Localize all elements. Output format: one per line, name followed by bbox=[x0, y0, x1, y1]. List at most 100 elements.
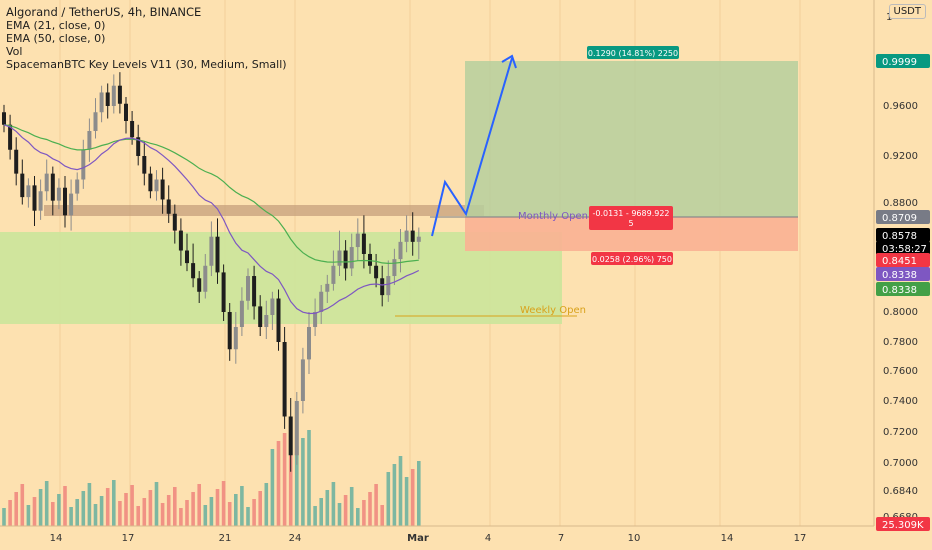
price-tag-volume: 25.309K bbox=[876, 517, 930, 531]
price-tick: 0.9200 bbox=[883, 151, 918, 162]
volume-bar bbox=[295, 446, 299, 526]
candle-body bbox=[130, 121, 135, 138]
volume-bar bbox=[69, 507, 73, 526]
legend-key-levels[interactable]: SpacemanBTC Key Levels V11 (30, Medium, … bbox=[6, 58, 287, 71]
volume-bar bbox=[349, 487, 354, 526]
price-tick: 0.7800 bbox=[883, 337, 918, 348]
volume-bar bbox=[313, 506, 317, 526]
candle-body bbox=[20, 173, 25, 198]
price-tag-target: 0.9999 bbox=[876, 54, 930, 68]
volume-bar bbox=[160, 503, 165, 526]
candle-body bbox=[117, 85, 122, 104]
volume-bar bbox=[203, 505, 208, 526]
volume-bar bbox=[252, 499, 256, 526]
candle-body bbox=[124, 103, 128, 121]
volume-bar bbox=[44, 481, 49, 526]
candle-body bbox=[93, 112, 98, 131]
candle-body bbox=[282, 342, 287, 417]
candle-body bbox=[288, 416, 293, 456]
price-tag-text: 0.9999 bbox=[882, 57, 917, 68]
candle-body bbox=[349, 247, 354, 269]
volume-bar bbox=[191, 492, 195, 526]
price-tag-monthly-open: 0.8709 bbox=[876, 210, 930, 224]
price-tick: 0.6840 bbox=[883, 486, 918, 497]
legend-ema50[interactable]: EMA (50, close, 0) bbox=[6, 32, 106, 45]
candle-body bbox=[81, 149, 86, 180]
volume-bar bbox=[386, 472, 391, 526]
candle-body bbox=[227, 312, 232, 350]
candle-body bbox=[99, 92, 104, 113]
price-tag-text: 0.8338 bbox=[882, 270, 917, 281]
symbol-title[interactable]: Algorand / TetherUS, 4h, BINANCE bbox=[6, 5, 202, 19]
volume-bar bbox=[374, 484, 378, 526]
volume-bar bbox=[136, 506, 140, 526]
volume-bar bbox=[368, 492, 372, 526]
candle-body bbox=[221, 272, 226, 312]
volume-bar bbox=[380, 505, 384, 526]
candle-body bbox=[252, 276, 257, 307]
price-tag-last-price: 0.8578 bbox=[876, 228, 930, 242]
candle-body bbox=[337, 250, 342, 266]
price-tick: 0.7400 bbox=[883, 396, 918, 407]
candle-body bbox=[87, 131, 92, 150]
candle-body bbox=[185, 250, 189, 264]
candle-body bbox=[392, 259, 397, 277]
currency-unit-button[interactable]: USDT bbox=[888, 4, 926, 19]
price-tick: 0.7000 bbox=[883, 458, 918, 469]
target-label-text: 0.1290 (14.81%) 2250 bbox=[588, 49, 678, 58]
volume-bar bbox=[32, 497, 37, 526]
volume-bar bbox=[112, 480, 116, 526]
candle-body bbox=[319, 291, 324, 312]
candle-body bbox=[14, 149, 19, 174]
candle-body bbox=[239, 300, 244, 327]
volume-bar bbox=[392, 464, 397, 526]
chart-legend: Algorand / TetherUS, 4h, BINANCE EMA (21… bbox=[6, 5, 287, 72]
volume-bar bbox=[410, 469, 415, 526]
target-zone bbox=[465, 61, 798, 217]
entry-label-text: -0.0131 - 9689.922 bbox=[592, 209, 669, 218]
volume-bar bbox=[179, 508, 183, 526]
time-tick: 24 bbox=[289, 533, 302, 544]
volume-bar bbox=[38, 489, 43, 526]
legend-vol[interactable]: Vol bbox=[6, 45, 23, 58]
volume-bar bbox=[57, 494, 61, 526]
candle-body bbox=[136, 137, 141, 156]
candle-body bbox=[2, 112, 6, 125]
candle-body bbox=[355, 233, 360, 248]
price-tag-text: 0.8338 bbox=[882, 285, 917, 296]
time-tick: 10 bbox=[628, 533, 641, 544]
volume-bar bbox=[234, 494, 238, 526]
candle-body bbox=[26, 185, 31, 198]
volume-bar bbox=[75, 499, 79, 526]
volume-bar bbox=[14, 492, 18, 526]
price-tick: 0.9600 bbox=[883, 101, 918, 112]
volume-bar bbox=[148, 490, 153, 526]
candle-body bbox=[111, 85, 116, 106]
volume-bar bbox=[362, 500, 366, 526]
candle-body bbox=[264, 315, 269, 327]
volume-bar bbox=[118, 501, 122, 526]
candle-body bbox=[300, 359, 305, 401]
price-tag-text: 0.8709 bbox=[882, 213, 917, 224]
volume-bar bbox=[331, 482, 336, 526]
volume-bar bbox=[246, 507, 250, 526]
price-tag-text: 25.309K bbox=[882, 520, 924, 531]
candle-body bbox=[361, 233, 366, 254]
volume-bar bbox=[307, 430, 311, 526]
legend-ema21[interactable]: EMA (21, close, 0) bbox=[6, 19, 106, 32]
volume-bar bbox=[197, 484, 201, 526]
candle-body bbox=[209, 236, 214, 266]
volume-bar bbox=[154, 482, 159, 526]
candle-body bbox=[325, 283, 330, 292]
candle-body bbox=[75, 179, 80, 194]
candle-body bbox=[172, 213, 177, 231]
price-tag-countdown: 03:58:27 bbox=[876, 241, 930, 255]
ema50-line bbox=[3, 124, 419, 265]
candle-body bbox=[154, 179, 159, 192]
time-tick: 17 bbox=[122, 533, 135, 544]
projection-arrowhead bbox=[501, 54, 517, 69]
time-tick: 14 bbox=[50, 533, 63, 544]
